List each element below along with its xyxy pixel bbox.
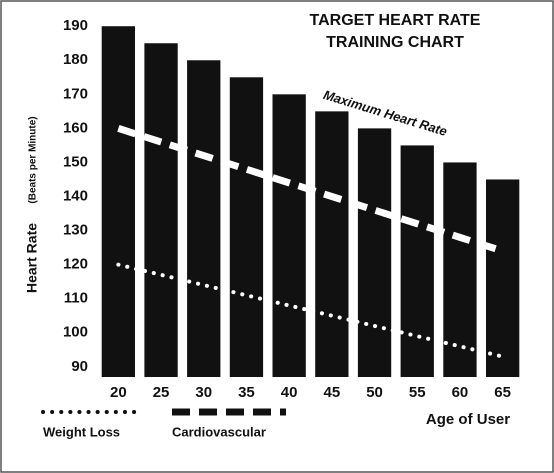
x-tick-label: 60 <box>452 384 469 401</box>
x-tick-label: 55 <box>409 384 426 401</box>
line-series <box>116 262 505 359</box>
legend-label: Weight Loss <box>43 424 120 439</box>
y-tick-label: 110 <box>64 290 88 307</box>
x-tick-label: 25 <box>153 384 170 401</box>
legend-label: Cardiovascular <box>172 424 266 439</box>
bar <box>187 60 221 377</box>
y-label: Heart Rate <box>24 223 40 293</box>
y-tick-label: 140 <box>63 187 88 204</box>
y-tick-label: 150 <box>63 153 88 170</box>
bar <box>272 94 306 377</box>
bar <box>144 43 178 378</box>
bar <box>443 162 477 377</box>
bar <box>357 128 392 377</box>
x-tick-label: 40 <box>281 384 298 401</box>
chart-title: TRAINING CHART <box>326 34 464 51</box>
y-tick-label: 180 <box>63 51 88 68</box>
y-tick-label: 100 <box>63 324 88 341</box>
y-tick-label: 190 <box>63 17 88 34</box>
bar <box>229 77 264 378</box>
y-tick-label: 160 <box>63 119 88 136</box>
chart-title: TARGET HEART RATE <box>310 12 481 29</box>
bar <box>400 145 434 377</box>
y-label-unit: (Beats per Minute) <box>28 116 39 203</box>
y-axis-title: Heart Rate (Beats per Minute) <box>24 116 40 293</box>
y-tick-label: 90 <box>71 358 88 375</box>
x-tick-label: 45 <box>324 384 341 401</box>
y-tick-label: 170 <box>63 85 88 102</box>
x-tick-label: 35 <box>238 384 255 401</box>
x-tick-label: 20 <box>110 384 127 401</box>
line-series <box>117 125 504 255</box>
x-tick-label: 50 <box>366 384 383 401</box>
y-tick-label: 120 <box>63 256 88 273</box>
bar <box>101 26 136 378</box>
bar <box>485 179 520 377</box>
x-tick-label: 30 <box>195 384 212 401</box>
x-label: Age of User <box>426 411 510 428</box>
y-tick-label: 130 <box>63 222 88 239</box>
bar <box>315 111 349 377</box>
x-tick-label: 65 <box>494 384 511 401</box>
